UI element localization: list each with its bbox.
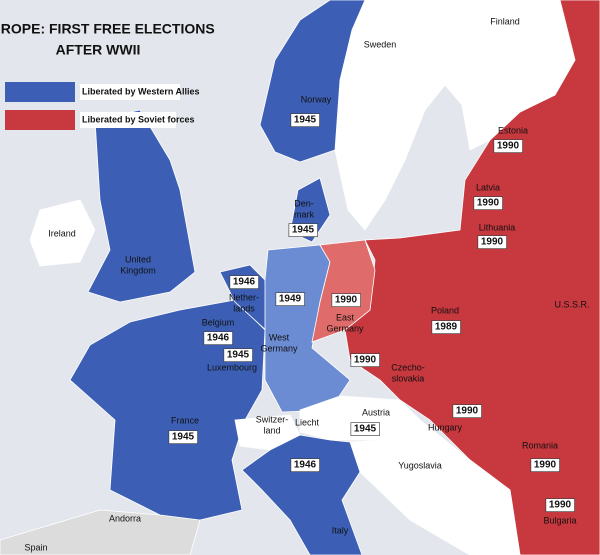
region-label: West [269,332,290,342]
ireland [29,199,96,267]
year-box [431,320,461,334]
region-label: Germany [326,323,364,333]
year-box [530,458,560,472]
year-box [477,235,507,249]
region-label: Austria [362,407,390,417]
title: AFTER WWII [56,42,141,58]
year-box [275,292,305,306]
election-year: 1990 [534,460,557,471]
region-label: Estonia [498,125,528,135]
region-label: France [171,415,199,425]
norway [259,0,366,163]
region-label: Switzer- [256,414,289,424]
east-germany [311,239,376,343]
region-label: Luxembourg [207,362,257,372]
region-label: Poland [431,305,459,315]
region-label: Italy [332,525,349,535]
region-label: Germany [260,343,298,353]
year-box [229,275,259,289]
year-box [331,293,361,307]
legend-label: Liberated by Soviet forces [82,114,195,124]
election-year: 1946 [294,460,317,471]
election-year: 1945 [292,225,315,236]
region-label: Finland [490,16,520,26]
legend-label-bg [80,112,176,128]
region-label: slovakia [392,373,425,383]
region-label: Kingdom [120,265,156,275]
election-year: 1990 [354,355,377,366]
britain [87,109,196,303]
election-year: 1945 [294,115,317,126]
region-label: Bulgaria [543,515,576,525]
region-label: Latvia [476,182,500,192]
year-box [168,430,198,444]
region-label: mark [294,209,314,219]
year-box [290,458,320,472]
year-box [223,348,253,362]
italy [241,434,363,555]
region-label: U.S.S.R. [554,299,589,309]
region-label: Hungary [428,422,463,432]
year-box [350,422,380,436]
year-box [288,223,318,237]
region-label: Lithuania [479,222,516,232]
region-label: Czecho- [391,362,425,372]
region-label: Sweden [364,39,397,49]
election-year: 1945 [227,350,250,361]
election-year: 1946 [233,277,256,288]
year-box [493,139,523,153]
election-year: 1990 [335,295,358,306]
region-label: Yugoslavia [398,460,442,470]
region-label: Den- [294,198,314,208]
region-label: Spain [24,542,47,552]
region-label: Nether- [229,292,259,302]
year-box [473,196,503,210]
region-label: Norway [301,94,332,104]
year-box [452,404,482,418]
region-label: Andorra [109,513,141,523]
yugoslavia [349,419,521,555]
legend-label-bg [80,84,180,100]
region-label: Romania [522,440,558,450]
election-year: 1946 [207,333,230,344]
title: EUROPE: FIRST FREE ELECTIONS [0,21,215,37]
year-box [545,498,575,512]
election-year: 1990 [481,237,504,248]
legend-swatch [5,110,75,130]
election-year: 1945 [354,424,377,435]
region-label: Liecht [295,417,320,427]
region-label: Ireland [48,228,76,238]
year-box [290,113,320,127]
legend-swatch [5,82,75,102]
election-year: 1990 [477,198,500,209]
election-year: 1990 [549,500,572,511]
region-label: United [125,254,151,264]
year-box [350,353,380,367]
legend-label: Liberated by Western Allies [82,86,200,96]
election-year: 1949 [279,294,302,305]
region-label: East [336,312,355,322]
election-year: 1990 [497,141,520,152]
year-box [203,331,233,345]
election-year: 1990 [456,406,479,417]
election-year: 1989 [435,322,458,333]
region-label: land [263,425,280,435]
region-label: lands [233,303,255,313]
election-year: 1945 [172,432,195,443]
region-label: Belgium [202,317,235,327]
